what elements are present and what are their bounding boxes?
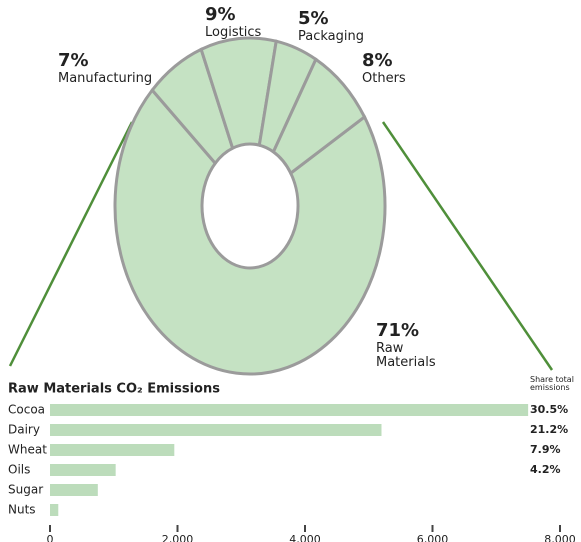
share-label: 7.9% [530, 443, 561, 456]
bar [50, 504, 58, 516]
category-label: Dairy [8, 423, 40, 437]
segment-percent: 8% [362, 52, 393, 71]
share-label: 30.5% [530, 403, 568, 416]
segment-percent: 7% [58, 52, 89, 71]
segment-percent: 71% [376, 322, 419, 341]
bar [50, 404, 528, 416]
x-tick-label: 4,000 [289, 533, 321, 542]
segment-label: Manufacturing [58, 72, 152, 86]
segment-label: Raw Materials [376, 342, 446, 369]
x-tick-label: 6,000 [417, 533, 449, 542]
category-label: Nuts [8, 503, 36, 517]
share-label: 21.2% [530, 423, 568, 436]
category-label: Oils [8, 463, 30, 477]
bar [50, 424, 382, 436]
x-tick-label: 2,000 [162, 533, 194, 542]
segment-label: Packaging [298, 30, 364, 44]
connector-line [10, 122, 132, 366]
page: Raw Materials CO₂ Emissions 0 2,000 4,000 6,… [0, 0, 581, 542]
category-label: Sugar [8, 483, 43, 497]
segment-label: Others [362, 72, 406, 86]
x-tick-label: 8,000 [544, 533, 576, 542]
bar [50, 484, 98, 496]
bar [50, 444, 174, 456]
category-label: Cocoa [8, 403, 45, 417]
segment-percent: 9% [205, 6, 236, 25]
share-header: Share total emissions [530, 376, 581, 392]
x-tick-label: 0 [47, 533, 54, 542]
bar [50, 464, 116, 476]
category-label: Wheat [8, 443, 47, 457]
chart-title: Raw Materials CO₂ Emissions [8, 382, 220, 397]
share-label: 4.2% [530, 463, 561, 476]
segment-percent: 5% [298, 10, 329, 29]
segment-label: Logistics [205, 26, 261, 40]
